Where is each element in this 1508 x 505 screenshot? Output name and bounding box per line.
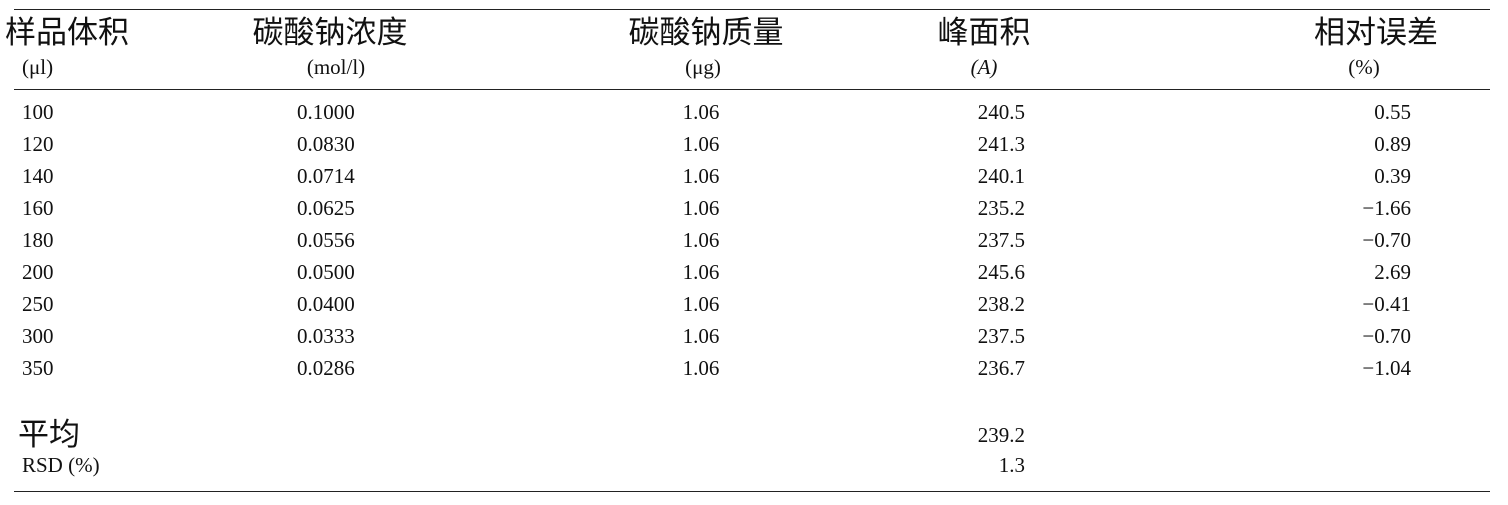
table-row: 120 0.0830 1.06 241.3 0.89: [0, 132, 1508, 164]
header-rule: [14, 89, 1490, 90]
header-concentration-unit: (mol/l): [306, 55, 366, 79]
cell-sample-volume: 300: [22, 324, 54, 348]
cell-relative-error: 2.69: [1374, 260, 1411, 284]
cell-concentration: 0.0333: [297, 324, 355, 348]
cell-peak-area: 240.5: [977, 100, 1025, 124]
cell-mass: 1.06: [682, 260, 720, 284]
top-rule: [14, 9, 1490, 10]
table-row: 100 0.1000 1.06 240.5 0.55: [0, 100, 1508, 132]
header-relative-error: 相对误差: [1314, 15, 1438, 50]
cell-sample-volume: 100: [22, 100, 54, 124]
header-mass: 碳酸钠质量: [628, 15, 784, 50]
cell-mass: 1.06: [682, 164, 720, 188]
header-peak-area: 峰面积: [937, 15, 1031, 50]
cell-concentration: 0.0830: [297, 132, 355, 156]
cell-relative-error: −0.70: [1362, 324, 1411, 348]
cell-relative-error: −0.70: [1362, 228, 1411, 252]
cell-concentration: 0.0714: [297, 164, 355, 188]
cell-sample-volume: 200: [22, 260, 54, 284]
cell-peak-area: 237.5: [977, 324, 1025, 348]
cell-sample-volume: 160: [22, 196, 54, 220]
cell-peak-area: 238.2: [977, 292, 1025, 316]
cell-peak-area: 241.3: [977, 132, 1025, 156]
cell-concentration: 0.0625: [297, 196, 355, 220]
table-row: 350 0.0286 1.06 236.7 −1.04: [0, 356, 1508, 388]
table-row: 250 0.0400 1.06 238.2 −0.41: [0, 292, 1508, 324]
cell-sample-volume: 120: [22, 132, 54, 156]
cell-mass: 1.06: [682, 228, 720, 252]
cell-sample-volume: 250: [22, 292, 54, 316]
header-mass-unit: (μg): [685, 55, 721, 79]
cell-mass: 1.06: [682, 324, 720, 348]
cell-sample-volume: 140: [22, 164, 54, 188]
summary-label: RSD (%): [22, 453, 100, 477]
cell-relative-error: −1.66: [1362, 196, 1411, 220]
cell-relative-error: −1.04: [1362, 356, 1411, 380]
cell-peak-area: 240.1: [977, 164, 1025, 188]
cell-relative-error: 0.55: [1374, 100, 1411, 124]
cell-mass: 1.06: [682, 292, 720, 316]
table-row: 140 0.0714 1.06 240.1 0.39: [0, 164, 1508, 196]
header-concentration: 碳酸钠浓度: [252, 15, 408, 50]
cell-peak-area: 237.5: [977, 228, 1025, 252]
cell-mass: 1.06: [682, 196, 720, 220]
cell-peak-area: 245.6: [977, 260, 1025, 284]
cell-concentration: 0.1000: [297, 100, 355, 124]
table-row: 180 0.0556 1.06 237.5 −0.70: [0, 228, 1508, 260]
header-relative-error-unit: (%): [1348, 55, 1380, 79]
cell-mass: 1.06: [682, 356, 720, 380]
summary-value: 239.2: [977, 423, 1025, 447]
cell-peak-area: 236.7: [977, 356, 1025, 380]
cell-sample-volume: 180: [22, 228, 54, 252]
cell-concentration: 0.0500: [297, 260, 355, 284]
header-sample-volume: 样品体积: [5, 15, 129, 50]
header-peak-area-unit: (A): [970, 55, 998, 79]
cell-relative-error: 0.89: [1374, 132, 1411, 156]
cell-concentration: 0.0286: [297, 356, 355, 380]
table-row: 300 0.0333 1.06 237.5 −0.70: [0, 324, 1508, 356]
cell-peak-area: 235.2: [977, 196, 1025, 220]
cell-mass: 1.06: [682, 100, 720, 124]
cell-sample-volume: 350: [22, 356, 54, 380]
table-row: 160 0.0625 1.06 235.2 −1.66: [0, 196, 1508, 228]
summary-value: 1.3: [998, 453, 1025, 477]
cell-concentration: 0.0556: [297, 228, 355, 252]
table-row: 200 0.0500 1.06 245.6 2.69: [0, 260, 1508, 292]
cell-mass: 1.06: [682, 132, 720, 156]
cell-concentration: 0.0400: [297, 292, 355, 316]
bottom-rule: [14, 491, 1490, 492]
header-sample-volume-unit: (μl): [22, 55, 54, 79]
cell-relative-error: −0.41: [1362, 292, 1411, 316]
summary-label: 平均: [18, 417, 80, 452]
cell-relative-error: 0.39: [1374, 164, 1411, 188]
